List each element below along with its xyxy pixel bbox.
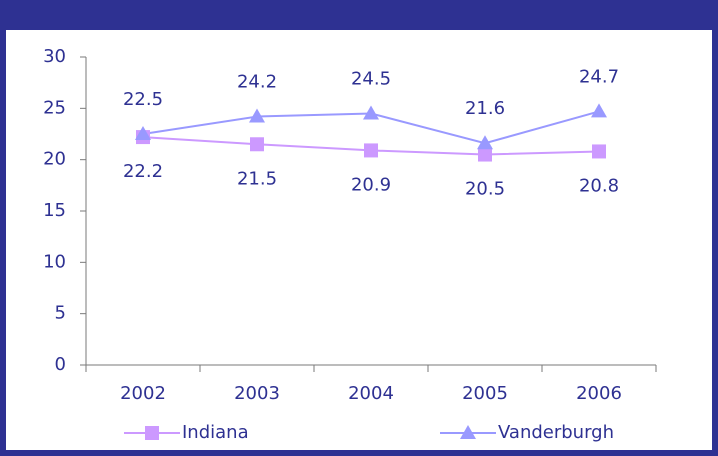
data-label: 20.9 (351, 174, 391, 195)
y-tick-label: 5 (55, 303, 66, 324)
y-tick-label: 15 (43, 200, 66, 221)
data-label: 22.2 (123, 161, 163, 182)
y-tick-label: 20 (43, 149, 66, 170)
legend-marker (460, 425, 476, 439)
data-point (135, 126, 151, 140)
data-point (363, 105, 379, 120)
x-tick-label: 2005 (462, 383, 508, 404)
data-label: 21.6 (465, 98, 505, 119)
plot-background (6, 30, 712, 450)
data-point (591, 103, 607, 118)
data-label: 24.5 (351, 68, 391, 89)
y-tick-label: 10 (43, 251, 66, 272)
data-label: 20.5 (465, 179, 505, 200)
legend-label: Vanderburgh (498, 422, 614, 443)
data-point (249, 108, 265, 123)
data-point (477, 135, 493, 150)
legend-marker (145, 426, 159, 440)
data-point (478, 147, 492, 162)
data-point (250, 137, 264, 152)
data-label: 24.2 (237, 72, 277, 93)
legend-label: Indiana (182, 422, 249, 443)
x-tick-label: 2004 (348, 383, 394, 404)
data-label: 20.8 (579, 175, 619, 196)
data-point (592, 144, 606, 159)
x-tick-label: 2002 (120, 383, 166, 404)
data-label: 24.7 (579, 66, 619, 87)
y-tick-label: 30 (43, 46, 66, 67)
data-label: 22.5 (123, 89, 163, 110)
y-tick-label: 25 (43, 97, 66, 118)
data-point (364, 143, 378, 158)
data-label: 21.5 (237, 168, 277, 189)
x-tick-label: 2006 (576, 383, 622, 404)
y-tick-label: 0 (55, 354, 66, 375)
x-tick-label: 2003 (234, 383, 280, 404)
